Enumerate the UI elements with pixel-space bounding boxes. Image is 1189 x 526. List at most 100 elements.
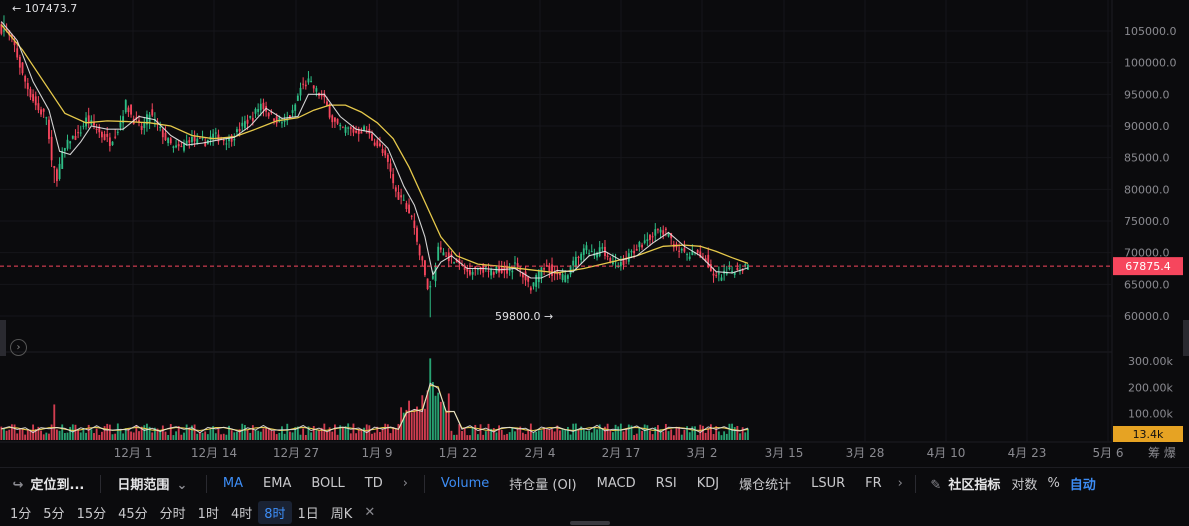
volume-bar — [352, 423, 355, 440]
auto-scale-toggle[interactable]: 自动 — [1069, 478, 1096, 493]
candle-body — [42, 108, 45, 112]
candle-body — [368, 128, 371, 134]
candle-body — [363, 126, 365, 131]
volume-bar — [254, 429, 257, 440]
volume-bar — [220, 434, 223, 440]
volume-bar — [532, 432, 535, 440]
chevron-right-icon[interactable]: › — [402, 476, 408, 491]
volume-bar — [590, 432, 593, 440]
candle-body — [641, 244, 643, 248]
indicator-boll[interactable]: BOLL — [311, 476, 345, 491]
candle-body — [548, 265, 551, 273]
volume-bar — [654, 427, 657, 440]
interval-4[interactable]: 分时 — [159, 507, 186, 522]
indicator-rsi[interactable]: RSI — [655, 476, 677, 491]
candle-body — [278, 117, 281, 122]
candle-body — [633, 250, 636, 254]
volume-bar — [304, 434, 307, 440]
community-indicators-button[interactable]: ✎ 社区指标 — [922, 474, 1007, 493]
drag-handle[interactable] — [570, 521, 610, 525]
volume-bar — [664, 423, 667, 440]
volume-bar — [122, 433, 125, 440]
candle-body — [312, 85, 315, 89]
volume-bar — [291, 432, 294, 440]
left-panel-handle[interactable] — [0, 320, 6, 356]
volume-bar — [228, 425, 230, 440]
indicator-liquidation[interactable]: 爆仓统计 — [739, 478, 792, 493]
candle-body — [386, 154, 389, 162]
volume-bar — [164, 431, 167, 440]
indicator-ema[interactable]: EMA — [263, 476, 292, 491]
volume-bar — [103, 426, 106, 440]
percent-scale-toggle[interactable]: % — [1047, 476, 1060, 491]
volume-bar — [209, 429, 212, 440]
volume-bar — [604, 426, 606, 440]
replay-icon[interactable]: › — [10, 339, 27, 356]
indicator-oi[interactable]: 持仓量 (OI) — [509, 478, 577, 493]
volume-bar — [283, 433, 286, 440]
x-tick-label: 2月 17 — [602, 446, 641, 460]
chart-area[interactable]: 12月 1 12月 14 12月 27 1月 9 1月 22 2月 4 2月 17 3月 2 3… — [0, 0, 1189, 466]
candle-body — [585, 245, 588, 251]
candle-body — [537, 270, 540, 283]
candle-body — [463, 267, 466, 270]
interval-5[interactable]: 1时 — [197, 507, 219, 522]
indicator-fr[interactable]: FR — [865, 476, 882, 491]
candle-body — [177, 144, 180, 147]
volume-bar — [503, 434, 506, 440]
indicator-kdj[interactable]: KDJ — [696, 476, 720, 491]
community-label: 社区指标 — [948, 478, 1001, 493]
indicator-toolbar: ↪ 定位到... 日期范围 ⌄ MA EMA BOLL TD › Volume … — [0, 467, 1189, 499]
close-icon[interactable]: ✕ — [364, 505, 376, 520]
interval-0[interactable]: 1分 — [10, 507, 32, 522]
price-tick-label: 75000.0 — [1124, 215, 1170, 228]
candle-body — [588, 253, 591, 255]
volume-bar — [453, 434, 455, 440]
indicator-ma[interactable]: MA — [222, 476, 244, 491]
volume-bar — [633, 435, 636, 440]
candle-body — [559, 272, 561, 276]
indicator-macd[interactable]: MACD — [596, 476, 636, 491]
candle-body — [111, 141, 114, 146]
indicator-td[interactable]: TD — [364, 476, 383, 491]
indicator-lsur[interactable]: LSUR — [811, 476, 846, 491]
volume-bar — [336, 434, 339, 440]
candle-body — [281, 122, 283, 124]
volume-bar — [495, 432, 498, 440]
locate-button[interactable]: ↪ 定位到... — [0, 474, 94, 493]
interval-1[interactable]: 5分 — [43, 507, 65, 522]
volume-bar — [371, 433, 373, 440]
candle-body — [74, 135, 77, 140]
candle-body — [71, 135, 74, 139]
candle-body — [336, 118, 339, 124]
candlestick-chart[interactable]: 12月 1 12月 14 12月 27 1月 9 1月 22 2月 4 2月 17 3月 2 3… — [0, 0, 1189, 466]
candle-body — [167, 138, 170, 144]
candle-body — [55, 169, 58, 182]
volume-bar — [310, 432, 313, 440]
interval-7[interactable]: 8时 — [258, 501, 292, 524]
candle-body — [259, 103, 262, 111]
candle-body — [198, 137, 201, 139]
interval-9[interactable]: 周K — [330, 507, 353, 522]
interval-8[interactable]: 1日 — [297, 507, 319, 522]
candle-body — [180, 146, 183, 148]
right-panel-handle[interactable] — [1183, 320, 1189, 356]
candle-body — [471, 272, 474, 275]
volume-bar — [217, 428, 220, 440]
date-range-button[interactable]: 日期范围 ⌄ — [107, 474, 200, 493]
interval-2[interactable]: 15分 — [76, 507, 107, 522]
volume-bar — [204, 431, 207, 440]
interval-3[interactable]: 45分 — [118, 507, 148, 522]
volume-bar — [646, 425, 649, 440]
candle-body — [696, 250, 699, 253]
interval-6[interactable]: 4时 — [230, 507, 253, 522]
log-scale-toggle[interactable]: 对数 — [1011, 478, 1038, 493]
volume-bar — [408, 400, 410, 440]
candle-body — [328, 103, 331, 118]
divider — [100, 474, 102, 493]
volume-bar — [662, 431, 665, 440]
volume-bar — [286, 423, 289, 440]
chevron-right-icon[interactable]: › — [897, 476, 903, 491]
indicator-volume[interactable]: Volume — [440, 476, 490, 491]
candle-body — [315, 88, 318, 92]
